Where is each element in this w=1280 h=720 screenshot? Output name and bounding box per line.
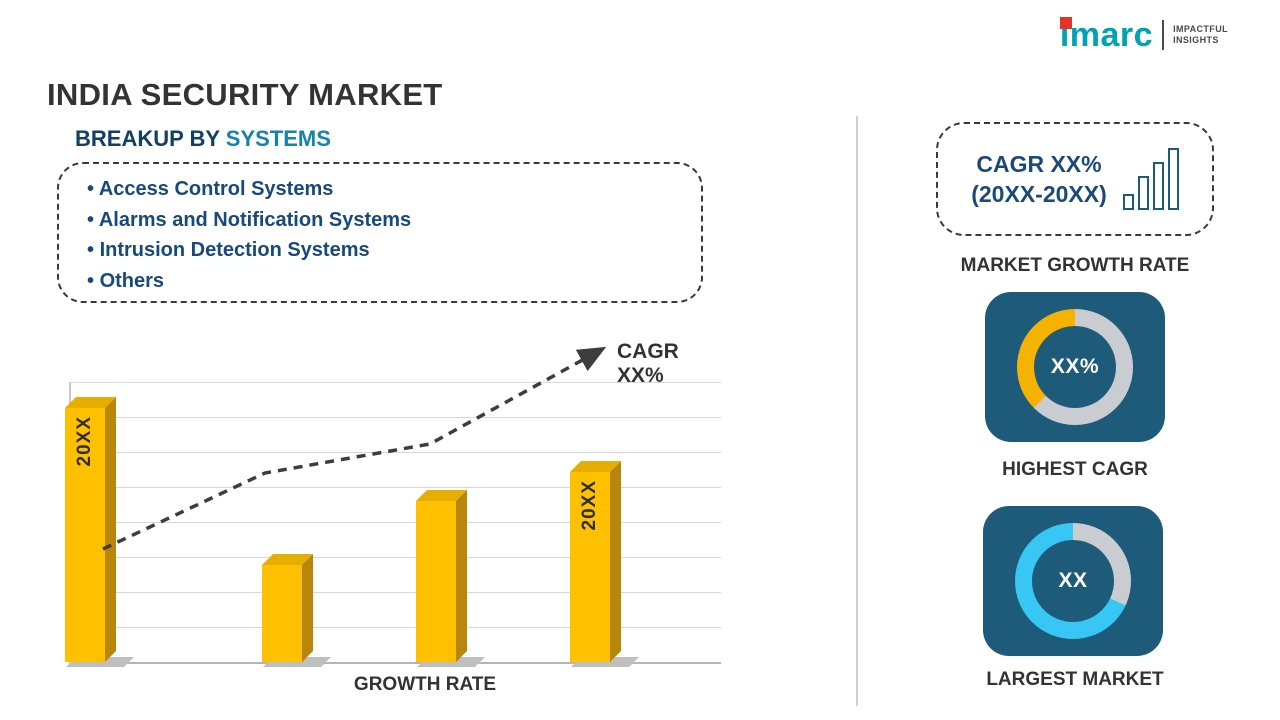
highest-cagr-donut-chart: XX% — [1017, 309, 1133, 425]
largest-market-caption: LARGEST MARKET — [986, 669, 1164, 690]
market-growth-rate-caption: MARKET GROWTH RATE — [960, 255, 1190, 276]
growth-rate-bar-chart: 20XX 20XX CAGR XX% GROWTH RATE — [65, 330, 725, 695]
largest-market-card: XX — [983, 506, 1163, 656]
list-item: Access Control Systems — [87, 174, 681, 205]
bar-side-face — [302, 554, 313, 662]
bar — [262, 554, 331, 667]
bar-front-face — [416, 501, 456, 662]
list-item: Intrusion Detection Systems — [87, 235, 681, 266]
logo-separator — [1162, 20, 1165, 50]
breakup-heading-highlight: SYSTEMS — [225, 126, 331, 151]
bar-side-face — [105, 397, 116, 662]
page-title: INDIA SECURITY MARKET — [47, 76, 443, 112]
logo-tagline: IMPACTFUL INSIGHTS — [1173, 24, 1228, 45]
bar-label: 20XX — [579, 480, 600, 531]
list-item: Alarms and Notification Systems — [87, 205, 681, 236]
bar-side-face — [456, 490, 467, 662]
list-item: Others — [87, 266, 681, 297]
donut-hole — [1032, 540, 1114, 622]
highest-cagr-value: XX% — [1050, 355, 1100, 378]
bar-label: 20XX — [74, 416, 95, 467]
bar: 20XX — [570, 461, 639, 667]
vertical-divider — [856, 116, 858, 706]
logo-brand-text: imarc — [1059, 16, 1154, 54]
breakup-heading-prefix: BREAKUP BY — [75, 126, 226, 151]
cagr-value-text: CAGR XX% (20XX-20XX) — [971, 151, 1107, 207]
cagr-annotation: CAGR XX% — [617, 340, 679, 387]
bar-front-face — [65, 408, 105, 662]
breakup-systems-box: Access Control Systems Alarms and Notifi… — [57, 162, 703, 303]
bar-chart-icon — [1122, 148, 1179, 210]
logo-wordmark: imarc — [1059, 16, 1154, 54]
bar: 20XX — [65, 397, 134, 667]
highest-cagr-caption: HIGHEST CAGR — [1002, 459, 1148, 480]
imarc-logo: imarc IMPACTFUL INSIGHTS — [1059, 16, 1228, 54]
market-growth-rate-box: CAGR XX% (20XX-20XX) — [936, 122, 1214, 236]
largest-market-value: XX — [1058, 569, 1088, 592]
bar — [416, 490, 485, 667]
logo-red-square-icon — [1059, 17, 1072, 29]
highest-cagr-card: XX% — [985, 292, 1165, 442]
bar-front-face — [262, 565, 302, 662]
bar-side-face — [610, 461, 621, 662]
chart-x-axis-title: GROWTH RATE — [353, 674, 497, 695]
largest-market-donut-chart: XX — [1015, 523, 1131, 639]
chart-plot-gridlines — [69, 382, 721, 664]
breakup-heading: BREAKUP BY SYSTEMS — [75, 126, 331, 152]
breakup-systems-list: Access Control Systems Alarms and Notifi… — [87, 174, 681, 296]
donut-hole — [1034, 326, 1116, 408]
